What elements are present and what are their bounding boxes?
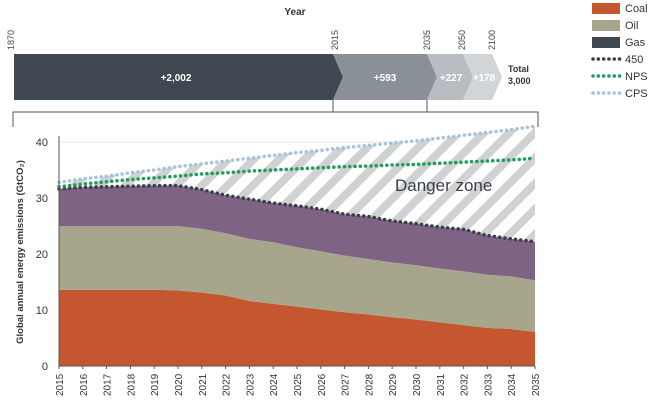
timeline-title: Year (284, 7, 305, 18)
timeline-segment-3 (427, 54, 473, 100)
year-label-2100: 2100 (487, 30, 497, 50)
x-tick-label: 2016 (79, 373, 90, 396)
legend-swatch-oil (592, 20, 620, 31)
area-gas (59, 185, 535, 281)
legend-label-nps: NPS (625, 71, 648, 83)
x-tick-label: 2024 (269, 373, 280, 396)
x-tick-label: 2020 (174, 373, 185, 396)
x-tick-label: 2019 (150, 373, 161, 396)
x-tick-label: 2031 (436, 373, 447, 396)
bracket-2015-2035 (332, 100, 539, 127)
x-tick-label: 2026 (317, 373, 328, 396)
bracket-historical (12, 100, 334, 127)
legend-swatch-coal (592, 3, 620, 14)
legend-label-450: 450 (625, 54, 643, 66)
legend-label-cps: CPS (625, 88, 648, 100)
x-tick-label: 2017 (103, 373, 114, 396)
y-tick-label: 20 (36, 249, 48, 261)
y-axis-label: Global annual energy emissions (GtCO₂) (15, 160, 26, 344)
x-tick-label: 2032 (460, 373, 471, 396)
x-tick-label: 2030 (412, 373, 423, 396)
y-tick-label: 30 (36, 193, 48, 205)
legend-label-gas: Gas (625, 37, 646, 49)
x-tick-label: 2028 (364, 373, 375, 396)
area-oil (59, 226, 535, 332)
legend: Coal Oil Gas 450 NPS CPS (591, 3, 648, 100)
x-tick-label: 2025 (293, 373, 304, 396)
danger-zone-annotation: Danger zone (395, 176, 492, 195)
legend-label-oil: Oil (625, 20, 638, 32)
line-nps (57, 156, 537, 189)
timeline-segment-2-label: +593 (374, 73, 397, 84)
legend-swatch-gas (592, 37, 620, 48)
x-tick-label: 2023 (245, 373, 256, 396)
x-tick-label: 2015 (55, 373, 66, 396)
x-tick-label: 2022 (222, 373, 233, 396)
line-450 (57, 183, 537, 244)
timeline: Year 1870 2015 2035 2050 2100 +2,002 +59… (6, 7, 539, 127)
timeline-segment-4 (463, 54, 502, 100)
timeline-segment-2 (333, 54, 437, 100)
x-tick-label: 2033 (483, 373, 494, 396)
x-tick-label: 2034 (507, 373, 518, 396)
legend-label-coal: Coal (625, 3, 648, 15)
x-tick-label: 2027 (341, 373, 352, 396)
timeline-total-label: Total (508, 64, 529, 74)
x-tick-label: 2021 (198, 373, 209, 396)
timeline-segment-3-label: +227 (440, 73, 463, 84)
y-tick-label: 10 (36, 305, 48, 317)
timeline-segment-1 (14, 54, 343, 100)
x-tick-label: 2018 (126, 373, 137, 396)
timeline-total-value: 3,000 (508, 76, 531, 86)
year-label-2050: 2050 (457, 30, 467, 50)
y-tick-label: 0 (42, 361, 48, 373)
timeline-segment-4-label: +178 (473, 73, 496, 84)
x-tick-label: 2029 (388, 373, 399, 396)
year-label-2035: 2035 (422, 30, 432, 50)
x-tick-label: 2035 (531, 373, 542, 396)
year-label-2015: 2015 (330, 30, 340, 50)
y-tick-label: 40 (36, 137, 48, 149)
year-label-1870: 1870 (6, 30, 16, 50)
timeline-segment-1-label: +2,002 (161, 73, 192, 84)
area-coal (59, 289, 535, 366)
line-cps (57, 124, 537, 185)
danger-zone-area (59, 126, 535, 242)
